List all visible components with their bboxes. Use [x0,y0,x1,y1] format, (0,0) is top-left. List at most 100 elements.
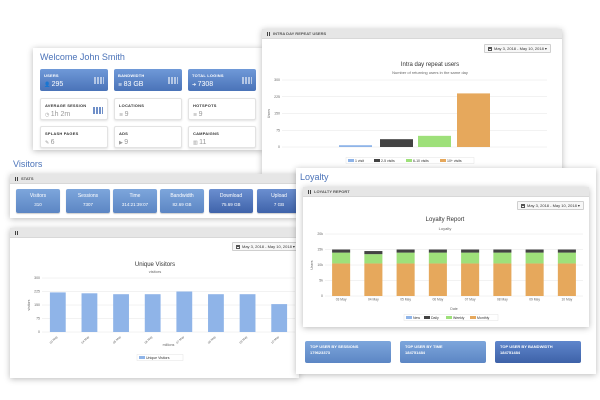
intraday-bar[interactable] [339,145,372,147]
tile-value: ◷ 1h 2m [45,111,103,118]
tile-value-text: 295 [51,81,64,88]
loyalty-bar-segment[interactable] [525,249,544,253]
x-tick-label: 07 May [175,335,185,345]
loyalty-date-picker[interactable]: May 3, 2018 - May 10, 2018 ▾ [517,201,584,210]
loyalty-bar-segment[interactable] [428,263,447,296]
loyalty-bar-segment[interactable] [557,252,576,264]
x-tick-label: 04 May [80,335,90,345]
welcome-tile-bandwidth[interactable]: BANDWIDTH ≋ 83 GB [114,69,182,91]
loyalty-tile-1[interactable]: TOP USER BY SESSIONS 179623373 [305,341,391,363]
video-icon: ▶ [119,140,125,146]
loyalty-tile-2[interactable]: TOP USER BY TIME 184751484 [400,341,486,363]
loyalty-bar-segment[interactable] [428,252,447,264]
loyalty-bar-segment[interactable] [525,263,544,296]
x-axis-label: millions [163,343,175,347]
loyalty-bar-segment[interactable] [461,252,480,264]
y-tick-label: 300 [34,276,40,280]
intraday-date-picker[interactable]: May 3, 2018 - May 10, 2018 ▾ [484,44,551,53]
welcome-tile-average-session[interactable]: AVERAGE SESSION ◷ 1h 2m [40,98,108,120]
stat-bandwidth[interactable]: Bandwidth 82.69 GB [160,189,204,213]
stats-header-label: STATS [21,176,34,181]
loyalty-bar-segment[interactable] [461,263,480,296]
stat-visitors[interactable]: Visitors 310 [16,189,60,213]
stat-sessions[interactable]: Sessions 7307 [66,189,110,213]
loyalty-bar-segment[interactable] [364,254,383,264]
loyalty-bar-segment[interactable] [332,252,351,264]
login-icon: ➜ [192,82,198,88]
mini-bars-icon [94,77,104,84]
chart-icon [267,31,270,36]
visitors-bar[interactable] [144,294,161,332]
y-tick-label: 10k [317,263,323,267]
loyalty-bar-segment[interactable] [396,263,415,296]
visitors-bar[interactable] [81,293,98,332]
loyalty-bar-segment[interactable] [364,251,383,255]
welcome-tile-locations[interactable]: LOCATIONS ≋ 9 [114,98,182,120]
loyalty-bar-segment[interactable] [493,252,512,264]
visitors-date-picker[interactable]: May 3, 2018 - May 10, 2018 ▾ [232,242,299,251]
loyalty-bar-segment[interactable] [525,252,544,264]
loyalty-bar-segment[interactable] [557,249,576,253]
loyalty-bar-segment[interactable] [493,263,512,296]
wifi-icon: ≋ [193,112,199,118]
loyalty-bar-segment[interactable] [461,249,480,253]
loyalty-bar-segment[interactable] [332,263,351,296]
x-tick-label: 06 May [432,298,443,302]
edit-icon: ✎ [45,140,51,146]
loyalty-chart-subtitle: Loyalty [438,226,452,231]
tile-value: ✎ 6 [45,139,103,146]
loyalty-bar-segment[interactable] [396,252,415,264]
stat-label: Download [219,193,243,199]
stats-header: STATS [10,174,299,184]
loyalty-bar-segment[interactable] [364,263,383,296]
loyalty-bar-segment[interactable] [332,249,351,253]
visitors-bar[interactable] [239,294,256,332]
visitors-bar[interactable] [271,304,288,332]
visitors-bar[interactable] [113,294,129,332]
welcome-tile-campaigns[interactable]: CAMPAIGNS ▥ 11 [188,126,256,148]
legend-label: 2-5 visits [381,159,395,163]
intraday-bar[interactable] [457,93,490,147]
y-tick-label: 0 [278,145,280,149]
loyalty-bar-segment[interactable] [428,249,447,253]
loyalty-tile-value: 179623373 [310,350,331,355]
welcome-tile-total-logins[interactable]: TOTAL LOGINS ➜ 7308 [188,69,256,91]
intraday-bar[interactable] [380,139,413,147]
loyalty-bar-segment[interactable] [396,249,415,253]
welcome-tile-ads[interactable]: ADS ▶ 9 [114,126,182,148]
y-axis-label: visitors [27,299,31,310]
stat-upload[interactable]: Upload 7 GB [257,189,301,213]
visitors-bar[interactable] [208,294,224,332]
tile-label: HOTSPOTS [193,103,217,108]
stat-time[interactable]: Time 314:21:39:07 [113,189,157,213]
wifi-icon: ≋ [118,82,124,88]
loyalty-bar-segment[interactable] [557,263,576,296]
x-tick-label: 07 May [465,298,476,302]
legend-swatch [446,316,452,319]
stat-value: 82.69 GB [172,202,192,207]
visitors-chart: 0 75 150 225 300 visitors millions 03 May 04 May… [27,276,295,361]
x-tick-label: 05 May [112,335,122,345]
welcome-tile-splash-pages[interactable]: SPLASH PAGES ✎ 6 [40,126,108,148]
loyalty-bar-segment[interactable] [493,249,512,253]
loyalty-tile-3[interactable]: TOP USER BY BANDWIDTH 184751484 [495,341,581,363]
tile-value-text: 11 [199,139,207,146]
y-tick-label: 20k [317,232,323,236]
stat-label: Bandwidth [170,193,194,199]
mini-bars-icon [168,77,178,84]
welcome-tile-users[interactable]: USERS 👤 295 [40,69,108,91]
visitors-bar[interactable] [49,292,66,332]
wifi-icon: ≋ [119,112,125,118]
y-tick-label: 0 [38,330,40,334]
visitors-bar[interactable] [176,291,193,333]
loyalty-chart-title: Loyalty Report [425,217,465,223]
tile-label: AVERAGE SESSION [45,103,87,108]
mini-bars-icon [242,77,252,84]
welcome-tile-hotspots[interactable]: HOTSPOTS ≋ 9 [188,98,256,120]
y-tick-label: 0 [321,294,323,298]
tile-label: SPLASH PAGES [45,131,79,136]
stat-download[interactable]: Download 75.69 GB [209,189,253,213]
intraday-bar[interactable] [418,135,451,147]
x-tick-label: 06 May [144,335,154,345]
loyalty-header: LOYALTY REPORT [303,187,589,197]
